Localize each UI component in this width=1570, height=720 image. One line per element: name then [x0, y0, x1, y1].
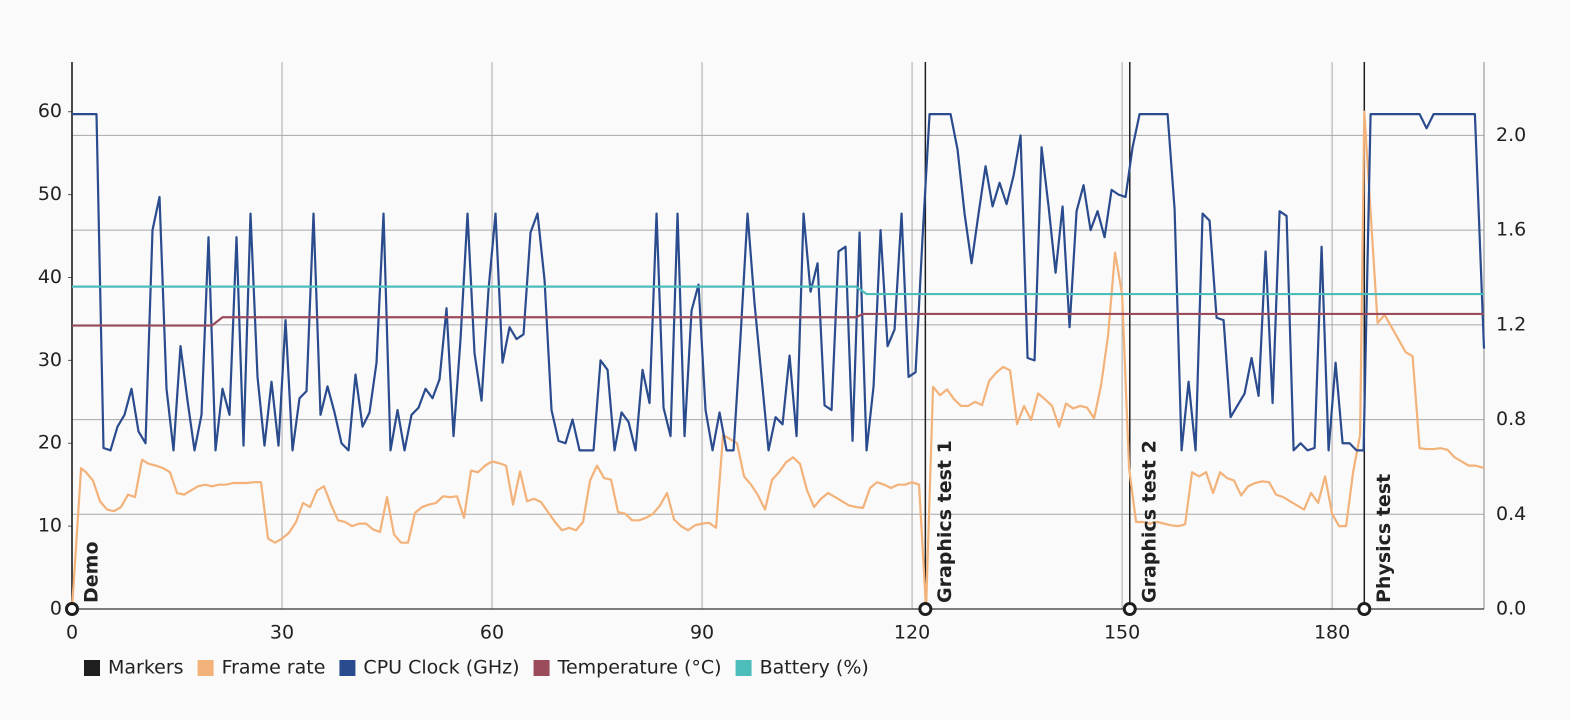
x-tick-label: 60 [480, 622, 504, 644]
marker-point [65, 602, 79, 616]
series-line [72, 113, 1486, 452]
series-line [70, 110, 1485, 611]
marker-label: Graphics test 2 [1138, 440, 1160, 603]
legend-swatch [84, 660, 100, 676]
y-tick-label: 20 [38, 432, 62, 454]
x-tick-label: 0 [66, 622, 78, 644]
legend-swatch [197, 660, 214, 676]
y-tick-label: 0 [50, 598, 62, 620]
y2-tick-label: 0.4 [1496, 503, 1526, 525]
y-tick-label: 50 [38, 183, 62, 205]
marker-label: Demo [81, 541, 103, 603]
y2-tick-label: 1.2 [1496, 313, 1526, 335]
legend-label: Temperature (°C) [557, 657, 722, 679]
y2-tick-label: 0.0 [1496, 598, 1526, 620]
y-tick-label: 40 [38, 266, 62, 288]
y2-tick-label: 2.0 [1496, 124, 1526, 146]
legend-swatch [533, 660, 550, 676]
x-tick-label: 180 [1314, 622, 1350, 644]
y-tick-label: 10 [38, 515, 62, 537]
legend-swatch [339, 660, 356, 676]
x-tick-label: 90 [690, 622, 714, 644]
legend-item: Temperature (°C) [533, 657, 722, 679]
legend-label: CPU Clock (GHz) [363, 657, 519, 679]
y2-tick-label: 0.8 [1496, 408, 1526, 430]
series-line [72, 312, 1484, 327]
marker-label: Graphics test 1 [934, 440, 956, 603]
legend-label: Frame rate [222, 657, 326, 679]
marker-point [1122, 602, 1137, 616]
legend-label: Markers [108, 657, 184, 679]
legend-swatch [735, 660, 752, 676]
y2-tick-label: 1.6 [1496, 219, 1526, 241]
x-tick-label: 30 [270, 622, 294, 644]
y-tick-label: 60 [38, 100, 62, 122]
legend-item: Battery (%) [735, 657, 869, 679]
legend-item: CPU Clock (GHz) [339, 657, 520, 679]
y-tick-label: 30 [38, 349, 62, 371]
marker-point [918, 602, 933, 616]
x-tick-label: 150 [1104, 622, 1140, 644]
legend-item: Markers [84, 657, 184, 679]
legend-label: Battery (%) [760, 657, 869, 679]
legend-item: Frame rate [197, 657, 326, 679]
series-line [72, 285, 1484, 296]
marker-point [1357, 602, 1372, 616]
marker-label: Physics test [1373, 474, 1395, 603]
x-tick-label: 120 [894, 622, 930, 644]
